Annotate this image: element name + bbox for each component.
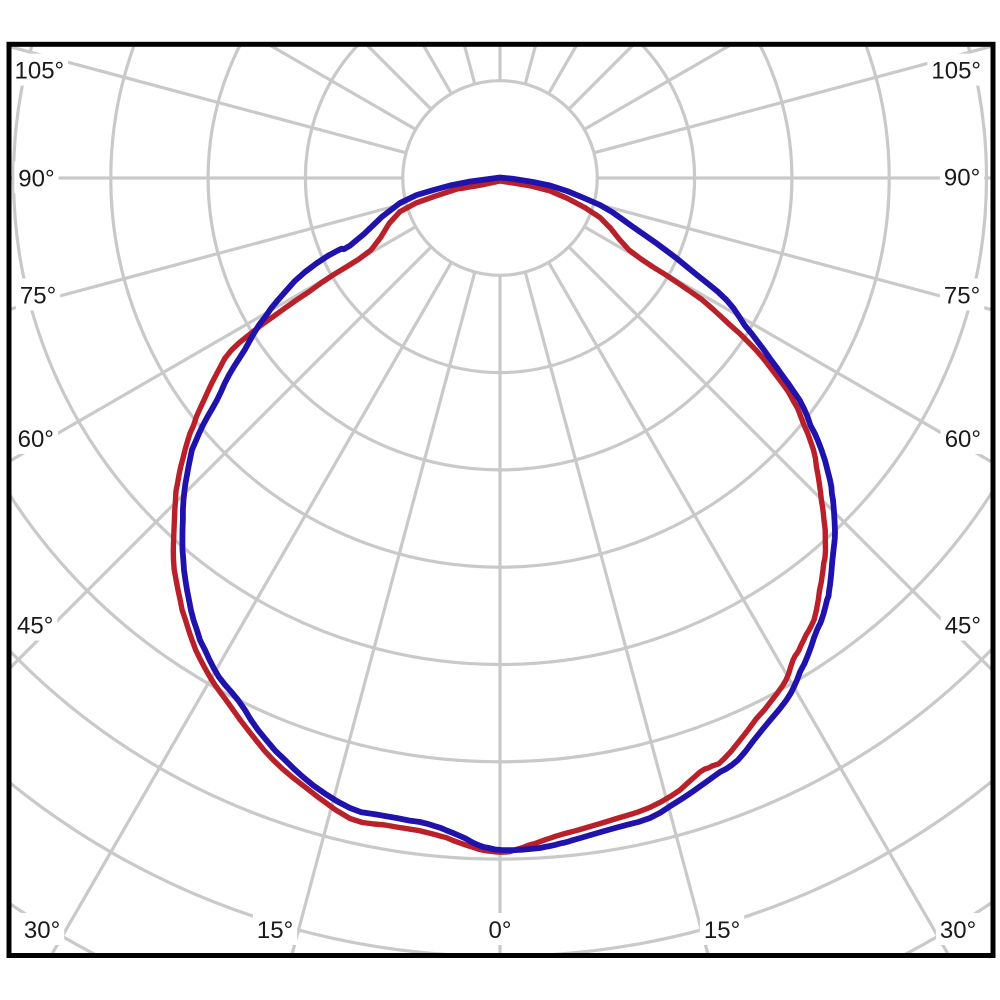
- svg-text:90°: 90°: [18, 165, 54, 192]
- svg-text:45°: 45°: [945, 613, 981, 640]
- svg-text:105°: 105°: [15, 58, 65, 85]
- svg-text:0°: 0°: [489, 917, 512, 944]
- svg-text:45°: 45°: [17, 613, 53, 640]
- svg-text:75°: 75°: [20, 283, 56, 310]
- svg-text:15°: 15°: [704, 917, 740, 944]
- svg-text:60°: 60°: [945, 426, 981, 453]
- svg-text:90°: 90°: [944, 164, 980, 191]
- svg-text:15°: 15°: [257, 917, 293, 944]
- svg-text:30°: 30°: [940, 917, 976, 944]
- svg-text:30°: 30°: [24, 917, 60, 944]
- svg-text:60°: 60°: [18, 426, 54, 453]
- svg-text:75°: 75°: [944, 283, 980, 310]
- svg-text:105°: 105°: [931, 58, 981, 85]
